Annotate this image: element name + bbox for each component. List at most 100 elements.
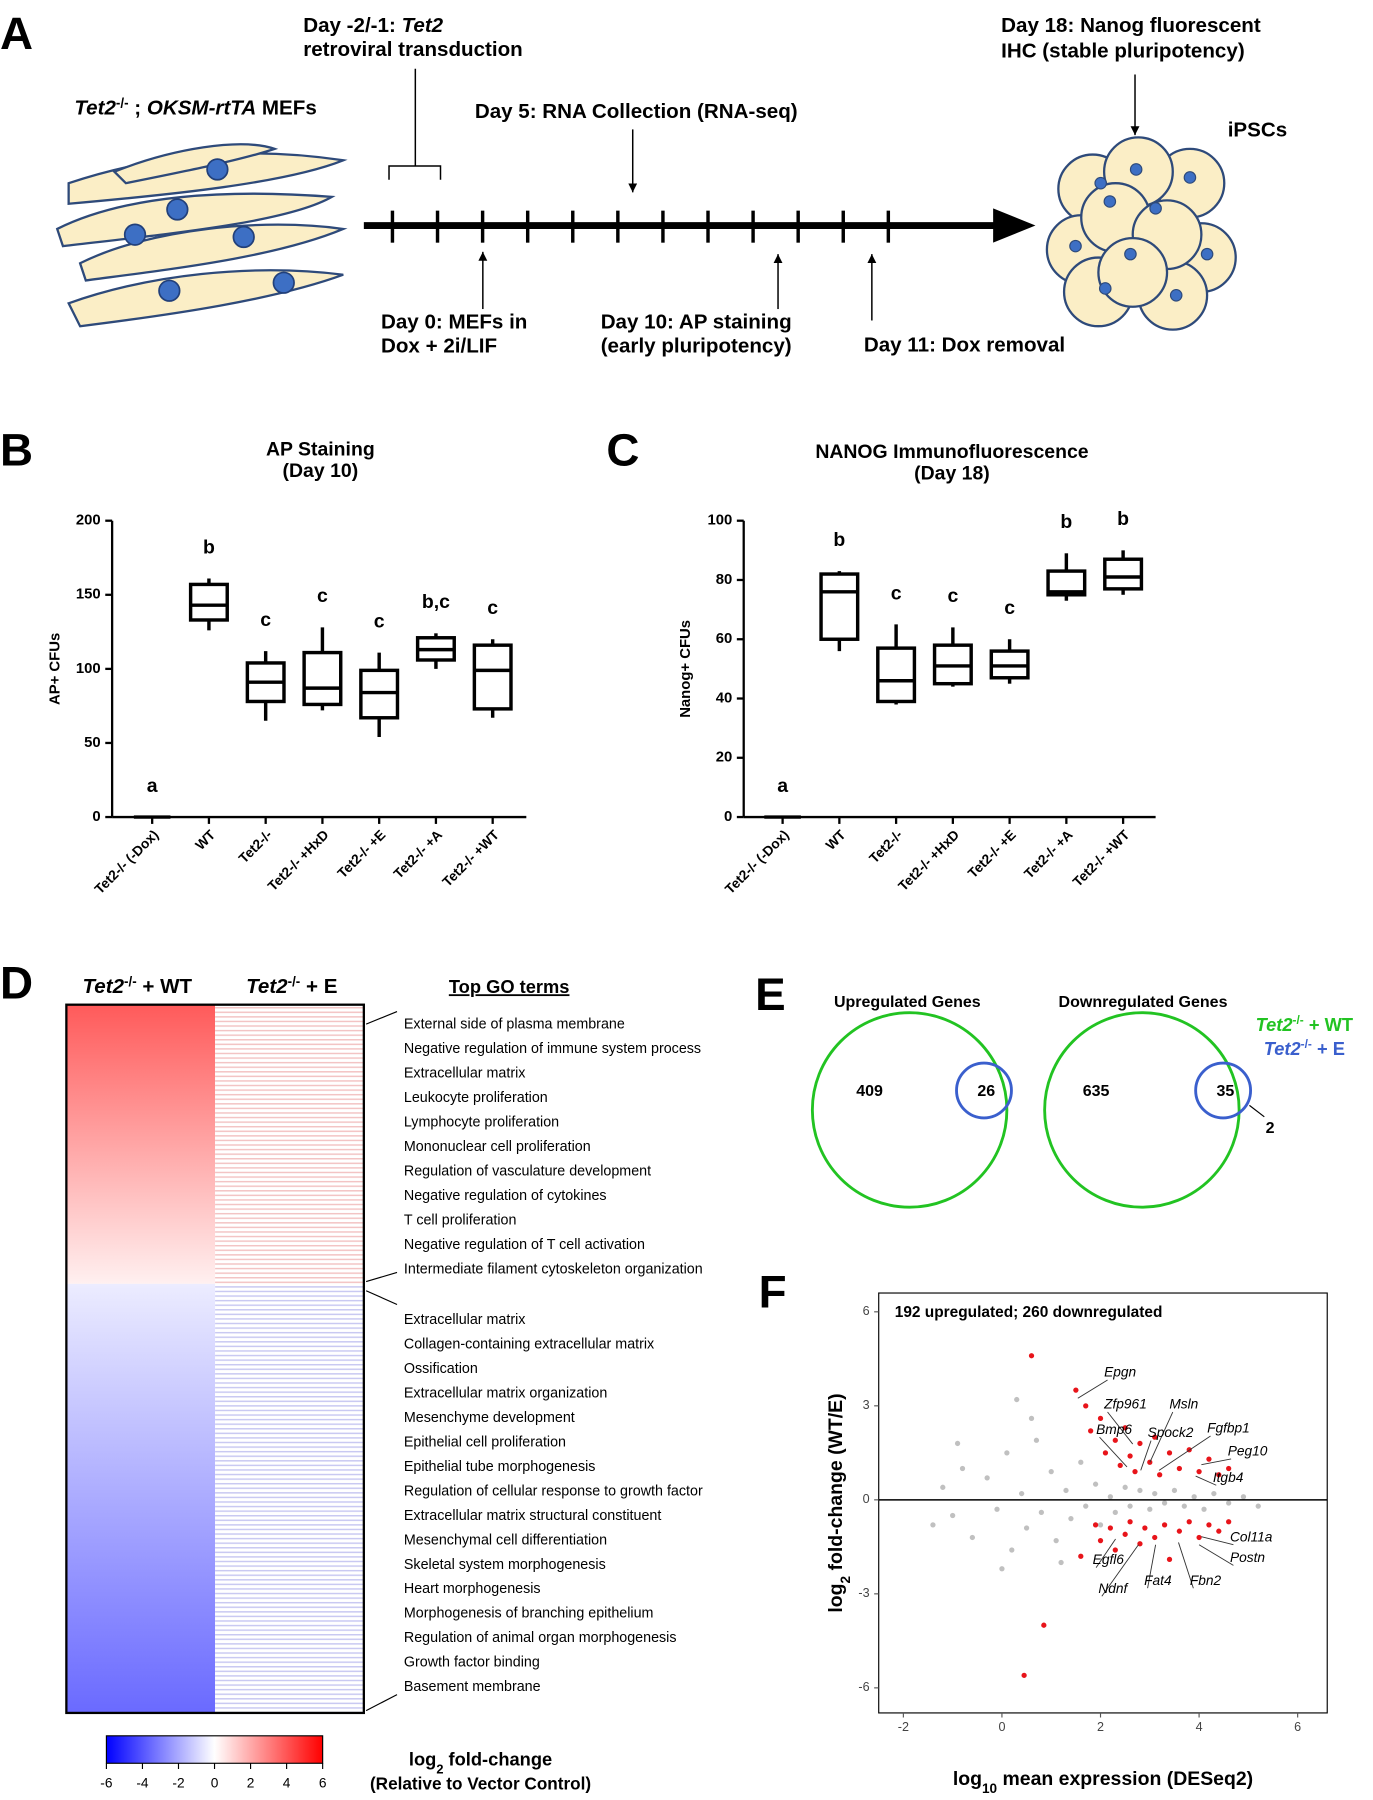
point xyxy=(1201,1506,1207,1512)
point xyxy=(1216,1528,1222,1534)
point xyxy=(1112,1509,1118,1516)
day-minus-label: retroviral transduction xyxy=(303,38,523,61)
point xyxy=(1021,1672,1027,1678)
point xyxy=(1092,1522,1099,1528)
x-tick-label: Tet2-/- (-Dox) xyxy=(722,827,792,897)
panel-letter: F xyxy=(759,1266,787,1317)
chart-title: AP Staining xyxy=(266,438,375,460)
x-tick-label: Tet2-/- xyxy=(866,827,905,866)
point xyxy=(1191,1494,1197,1500)
gene-label: Peg10 xyxy=(1228,1443,1268,1458)
text-span: ; xyxy=(129,97,147,120)
point xyxy=(1142,1525,1148,1531)
point xyxy=(1211,1490,1217,1497)
point xyxy=(1122,1484,1128,1490)
go-term: Regulation of animal organ morphogenesis xyxy=(404,1630,677,1646)
gene-leader xyxy=(1178,1542,1194,1589)
significance-letter: b,c xyxy=(422,591,450,613)
y-tick-label: 50 xyxy=(84,735,101,751)
significance-letter: b xyxy=(833,529,845,551)
gene-leader xyxy=(1147,1544,1157,1589)
x-tick-label: Tet2-/- +HxD xyxy=(265,827,332,894)
point xyxy=(1127,1453,1133,1459)
go-term: Extracellular matrix structural constitu… xyxy=(404,1508,661,1524)
point xyxy=(1255,1503,1261,1509)
text-span: Day -2/-1: xyxy=(303,14,401,37)
y-tick-label: 20 xyxy=(716,750,733,766)
venn-circle xyxy=(1043,1011,1241,1209)
day18-label: Day 18: Nanog fluorescent xyxy=(1001,14,1261,37)
venn-title: Downregulated Genes xyxy=(1059,994,1228,1011)
panel-letter: C xyxy=(606,424,639,475)
go-term: Epithelial cell proliferation xyxy=(404,1434,566,1450)
point xyxy=(1009,1547,1015,1553)
point xyxy=(1137,1487,1143,1494)
y-tick-label: 100 xyxy=(76,661,101,677)
go-term: Extracellular matrix xyxy=(404,1312,526,1328)
x-tick-label: Tet2-/- +WT xyxy=(1070,827,1133,890)
venn-count: 635 xyxy=(1083,1083,1110,1100)
point xyxy=(1240,1494,1247,1500)
significance-letter: b xyxy=(1060,511,1072,533)
venn-count: 409 xyxy=(856,1083,883,1100)
point xyxy=(1014,1396,1020,1403)
y-tick-label: 150 xyxy=(76,587,101,603)
point xyxy=(1033,1437,1040,1443)
chart-title: NANOG Immunofluorescence xyxy=(815,441,1088,463)
point xyxy=(1226,1500,1232,1506)
point xyxy=(1127,1503,1133,1509)
mefs-label: Tet2-/- ; OKSM-rtTA MEFs xyxy=(74,95,316,120)
go-term: Epithelial tube morphogenesis xyxy=(404,1459,596,1475)
x-tick-label: Tet2-/- +E xyxy=(965,827,1019,881)
point xyxy=(1152,1534,1158,1541)
venn-leader xyxy=(1249,1104,1265,1118)
day11-label: Day 11: Dox removal xyxy=(864,333,1065,356)
point xyxy=(1088,1428,1094,1434)
venn-count: 2 xyxy=(1266,1120,1275,1137)
box xyxy=(188,582,229,622)
significance-letter: c xyxy=(374,610,385,632)
significance-letter: c xyxy=(317,585,328,607)
mef-cells xyxy=(55,143,348,328)
go-term: Ossification xyxy=(404,1361,478,1377)
gene-label: Postn xyxy=(1230,1550,1265,1565)
go-term: Negative regulation of T cell activation xyxy=(404,1237,645,1253)
go-term: Regulation of cellular response to growt… xyxy=(404,1483,703,1499)
point xyxy=(1171,1487,1178,1494)
text-span: fold-change (WT/E) xyxy=(825,1393,847,1575)
go-term: Mesenchymal cell differentiation xyxy=(404,1532,607,1548)
venn-title: Upregulated Genes xyxy=(834,994,981,1011)
y-tick-label: 6 xyxy=(863,1304,870,1318)
point xyxy=(954,1440,961,1447)
box xyxy=(302,650,343,707)
x-tick-label: Tet2-/- +E xyxy=(335,827,389,881)
x-tick-label: Tet2-/- +A xyxy=(1021,827,1075,881)
point xyxy=(1068,1516,1074,1522)
text-span: Tet2 xyxy=(74,97,116,120)
significance-letter: c xyxy=(947,585,958,607)
point xyxy=(1004,1450,1010,1456)
y-tick-label: 100 xyxy=(707,513,732,529)
day-minus-label: Day -2/-1: Tet2 xyxy=(303,14,443,37)
gene-leader xyxy=(1201,1536,1234,1546)
y-tick-label: 0 xyxy=(863,1492,870,1506)
point xyxy=(1161,1522,1168,1528)
colorbar-tick-label: -6 xyxy=(100,1775,113,1790)
text-span: -/- xyxy=(124,974,137,989)
significance-letter: c xyxy=(487,597,498,619)
point xyxy=(1053,1537,1059,1544)
mef-nuclei xyxy=(123,158,295,302)
box xyxy=(1046,569,1087,597)
x-tick-label: Tet2-/- +A xyxy=(391,827,445,881)
point xyxy=(999,1566,1005,1572)
day5-label: Day 5: RNA Collection (RNA-seq) xyxy=(475,100,798,123)
go-term: Skeletal system morphogenesis xyxy=(404,1557,606,1573)
point xyxy=(1097,1522,1104,1528)
day10-label: Day 10: AP staining xyxy=(601,310,792,333)
point xyxy=(1038,1509,1044,1516)
point xyxy=(1137,1440,1143,1447)
y-axis-label: Nanog+ CFUs xyxy=(678,620,694,718)
colorbar-label: log2 fold-change xyxy=(409,1749,552,1777)
point xyxy=(1112,1547,1118,1553)
gene-label: Itgb4 xyxy=(1213,1470,1244,1485)
